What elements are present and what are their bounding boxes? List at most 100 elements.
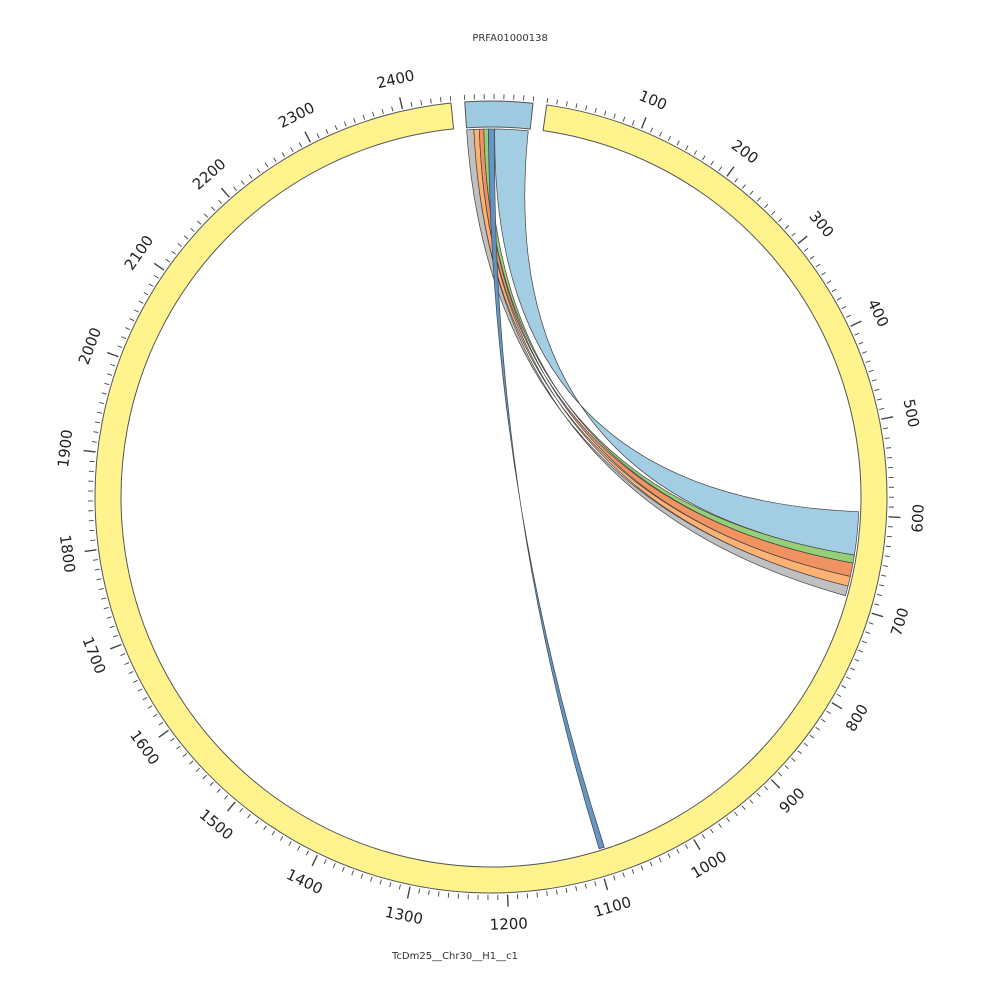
major-tick xyxy=(85,550,97,552)
minor-tick xyxy=(785,765,789,768)
major-tick xyxy=(771,780,779,789)
minor-tick xyxy=(858,650,863,652)
minor-tick xyxy=(191,228,195,231)
minor-tick xyxy=(177,746,181,749)
minor-tick xyxy=(211,207,214,211)
tick-label: 1100 xyxy=(592,893,634,921)
major-tick xyxy=(400,97,403,109)
minor-tick xyxy=(576,103,577,108)
minor-tick xyxy=(399,885,400,890)
minor-tick xyxy=(265,163,268,167)
major-tick xyxy=(110,644,121,648)
minor-tick xyxy=(877,594,882,595)
tick-label: 400 xyxy=(864,296,893,330)
segment-arc-0 xyxy=(465,101,533,129)
minor-tick xyxy=(438,892,439,897)
minor-tick xyxy=(604,111,605,116)
tick-label: 1700 xyxy=(79,634,110,676)
minor-tick xyxy=(885,438,890,439)
minor-tick xyxy=(419,889,420,894)
minor-tick xyxy=(249,175,252,179)
minor-tick xyxy=(821,272,825,275)
minor-tick xyxy=(282,152,285,156)
minor-tick xyxy=(264,826,267,830)
minor-tick xyxy=(104,383,109,384)
major-tick xyxy=(872,613,883,617)
major-tick xyxy=(694,839,700,849)
minor-tick xyxy=(585,884,586,889)
minor-tick xyxy=(557,100,558,105)
minor-tick xyxy=(104,607,109,608)
minor-tick xyxy=(886,448,891,449)
minor-tick xyxy=(651,128,653,133)
minor-tick xyxy=(719,167,722,171)
minor-tick xyxy=(885,556,890,557)
minor-tick xyxy=(677,141,679,145)
major-tick xyxy=(832,703,842,709)
minor-tick xyxy=(862,641,867,643)
tick-label: 2100 xyxy=(121,232,158,274)
major-tick xyxy=(851,321,862,326)
minor-tick xyxy=(727,818,730,822)
minor-tick xyxy=(877,399,882,400)
minor-tick xyxy=(641,866,643,871)
minor-tick xyxy=(778,773,782,776)
minor-tick xyxy=(125,328,130,330)
major-tick xyxy=(798,236,807,244)
minor-tick xyxy=(421,100,422,105)
minor-tick xyxy=(854,659,859,661)
tick-label: 1000 xyxy=(688,847,730,882)
minor-tick xyxy=(623,117,625,122)
minor-tick xyxy=(450,96,451,101)
minor-tick xyxy=(178,243,182,246)
minor-tick xyxy=(219,200,222,204)
minor-tick xyxy=(659,858,661,863)
minor-tick xyxy=(170,738,174,741)
minor-tick xyxy=(792,233,796,236)
minor-tick xyxy=(240,808,243,812)
minor-tick xyxy=(632,869,634,874)
major-tick xyxy=(727,167,734,177)
minor-tick xyxy=(440,97,441,102)
minor-tick xyxy=(810,735,814,738)
minor-tick xyxy=(117,346,122,348)
major-tick xyxy=(604,879,607,891)
minor-tick xyxy=(130,319,134,321)
major-tick xyxy=(221,188,229,197)
minor-tick xyxy=(866,361,871,363)
minor-tick xyxy=(734,812,737,816)
minor-tick xyxy=(827,281,831,284)
minor-tick xyxy=(772,211,776,215)
minor-tick xyxy=(556,890,557,895)
minor-tick xyxy=(547,98,548,103)
minor-tick xyxy=(623,873,625,878)
tick-label: 1600 xyxy=(126,727,163,768)
major-tick xyxy=(159,730,169,737)
minor-tick xyxy=(280,836,283,840)
minor-tick xyxy=(869,370,874,372)
minor-tick xyxy=(431,99,432,104)
minor-tick xyxy=(143,697,147,700)
minor-tick xyxy=(632,120,634,125)
minor-tick xyxy=(153,714,157,717)
minor-tick xyxy=(757,197,760,201)
minor-tick xyxy=(537,892,538,897)
minor-tick xyxy=(306,851,308,855)
minor-tick xyxy=(804,743,808,746)
minor-tick xyxy=(850,668,855,670)
minor-tick xyxy=(324,859,326,864)
tick-label: 2300 xyxy=(275,98,317,131)
minor-tick xyxy=(372,112,373,117)
minor-tick xyxy=(810,256,814,259)
minor-tick xyxy=(837,298,841,300)
minor-tick xyxy=(846,315,850,317)
minor-tick xyxy=(99,588,104,589)
minor-tick xyxy=(363,115,365,120)
minor-tick xyxy=(710,829,713,833)
minor-tick xyxy=(703,156,706,160)
minor-tick xyxy=(272,831,275,835)
minor-tick xyxy=(764,786,767,790)
minor-tick xyxy=(886,546,891,547)
minor-tick xyxy=(154,275,158,278)
minor-tick xyxy=(90,540,95,541)
